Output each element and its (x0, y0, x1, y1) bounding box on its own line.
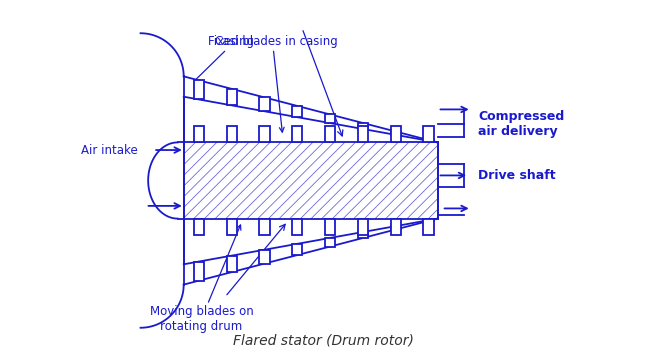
Polygon shape (292, 218, 302, 235)
Polygon shape (358, 232, 368, 238)
Polygon shape (391, 218, 401, 235)
Polygon shape (391, 126, 401, 143)
Polygon shape (391, 131, 401, 135)
Polygon shape (358, 126, 368, 143)
Polygon shape (325, 126, 336, 143)
Polygon shape (259, 126, 269, 143)
Polygon shape (259, 250, 269, 264)
Text: Fixed blades in casing: Fixed blades in casing (207, 35, 338, 132)
Polygon shape (194, 218, 204, 235)
Polygon shape (227, 126, 237, 143)
Bar (183, 143, 438, 218)
Polygon shape (259, 218, 269, 235)
Polygon shape (325, 218, 336, 235)
Polygon shape (194, 261, 204, 280)
Polygon shape (259, 97, 269, 111)
Polygon shape (227, 218, 237, 235)
Polygon shape (325, 114, 336, 123)
Polygon shape (391, 226, 401, 230)
Polygon shape (292, 106, 302, 117)
Polygon shape (227, 89, 237, 105)
Polygon shape (358, 123, 368, 129)
Text: Air intake: Air intake (81, 144, 137, 157)
Polygon shape (292, 244, 302, 255)
Polygon shape (424, 126, 434, 143)
Polygon shape (424, 220, 434, 221)
Text: Flared stator (Drum rotor): Flared stator (Drum rotor) (233, 333, 414, 347)
Polygon shape (292, 126, 302, 143)
Polygon shape (227, 256, 237, 272)
Polygon shape (424, 218, 434, 235)
Polygon shape (424, 140, 434, 141)
Text: Moving blades on
rotating drum: Moving blades on rotating drum (149, 225, 253, 333)
Text: Drive shaft: Drive shaft (478, 169, 556, 182)
Text: Casing: Casing (196, 35, 254, 79)
Polygon shape (194, 81, 204, 100)
Polygon shape (194, 126, 204, 143)
Polygon shape (358, 218, 368, 235)
Text: Compressed
air delivery: Compressed air delivery (478, 110, 564, 138)
Polygon shape (325, 238, 336, 247)
